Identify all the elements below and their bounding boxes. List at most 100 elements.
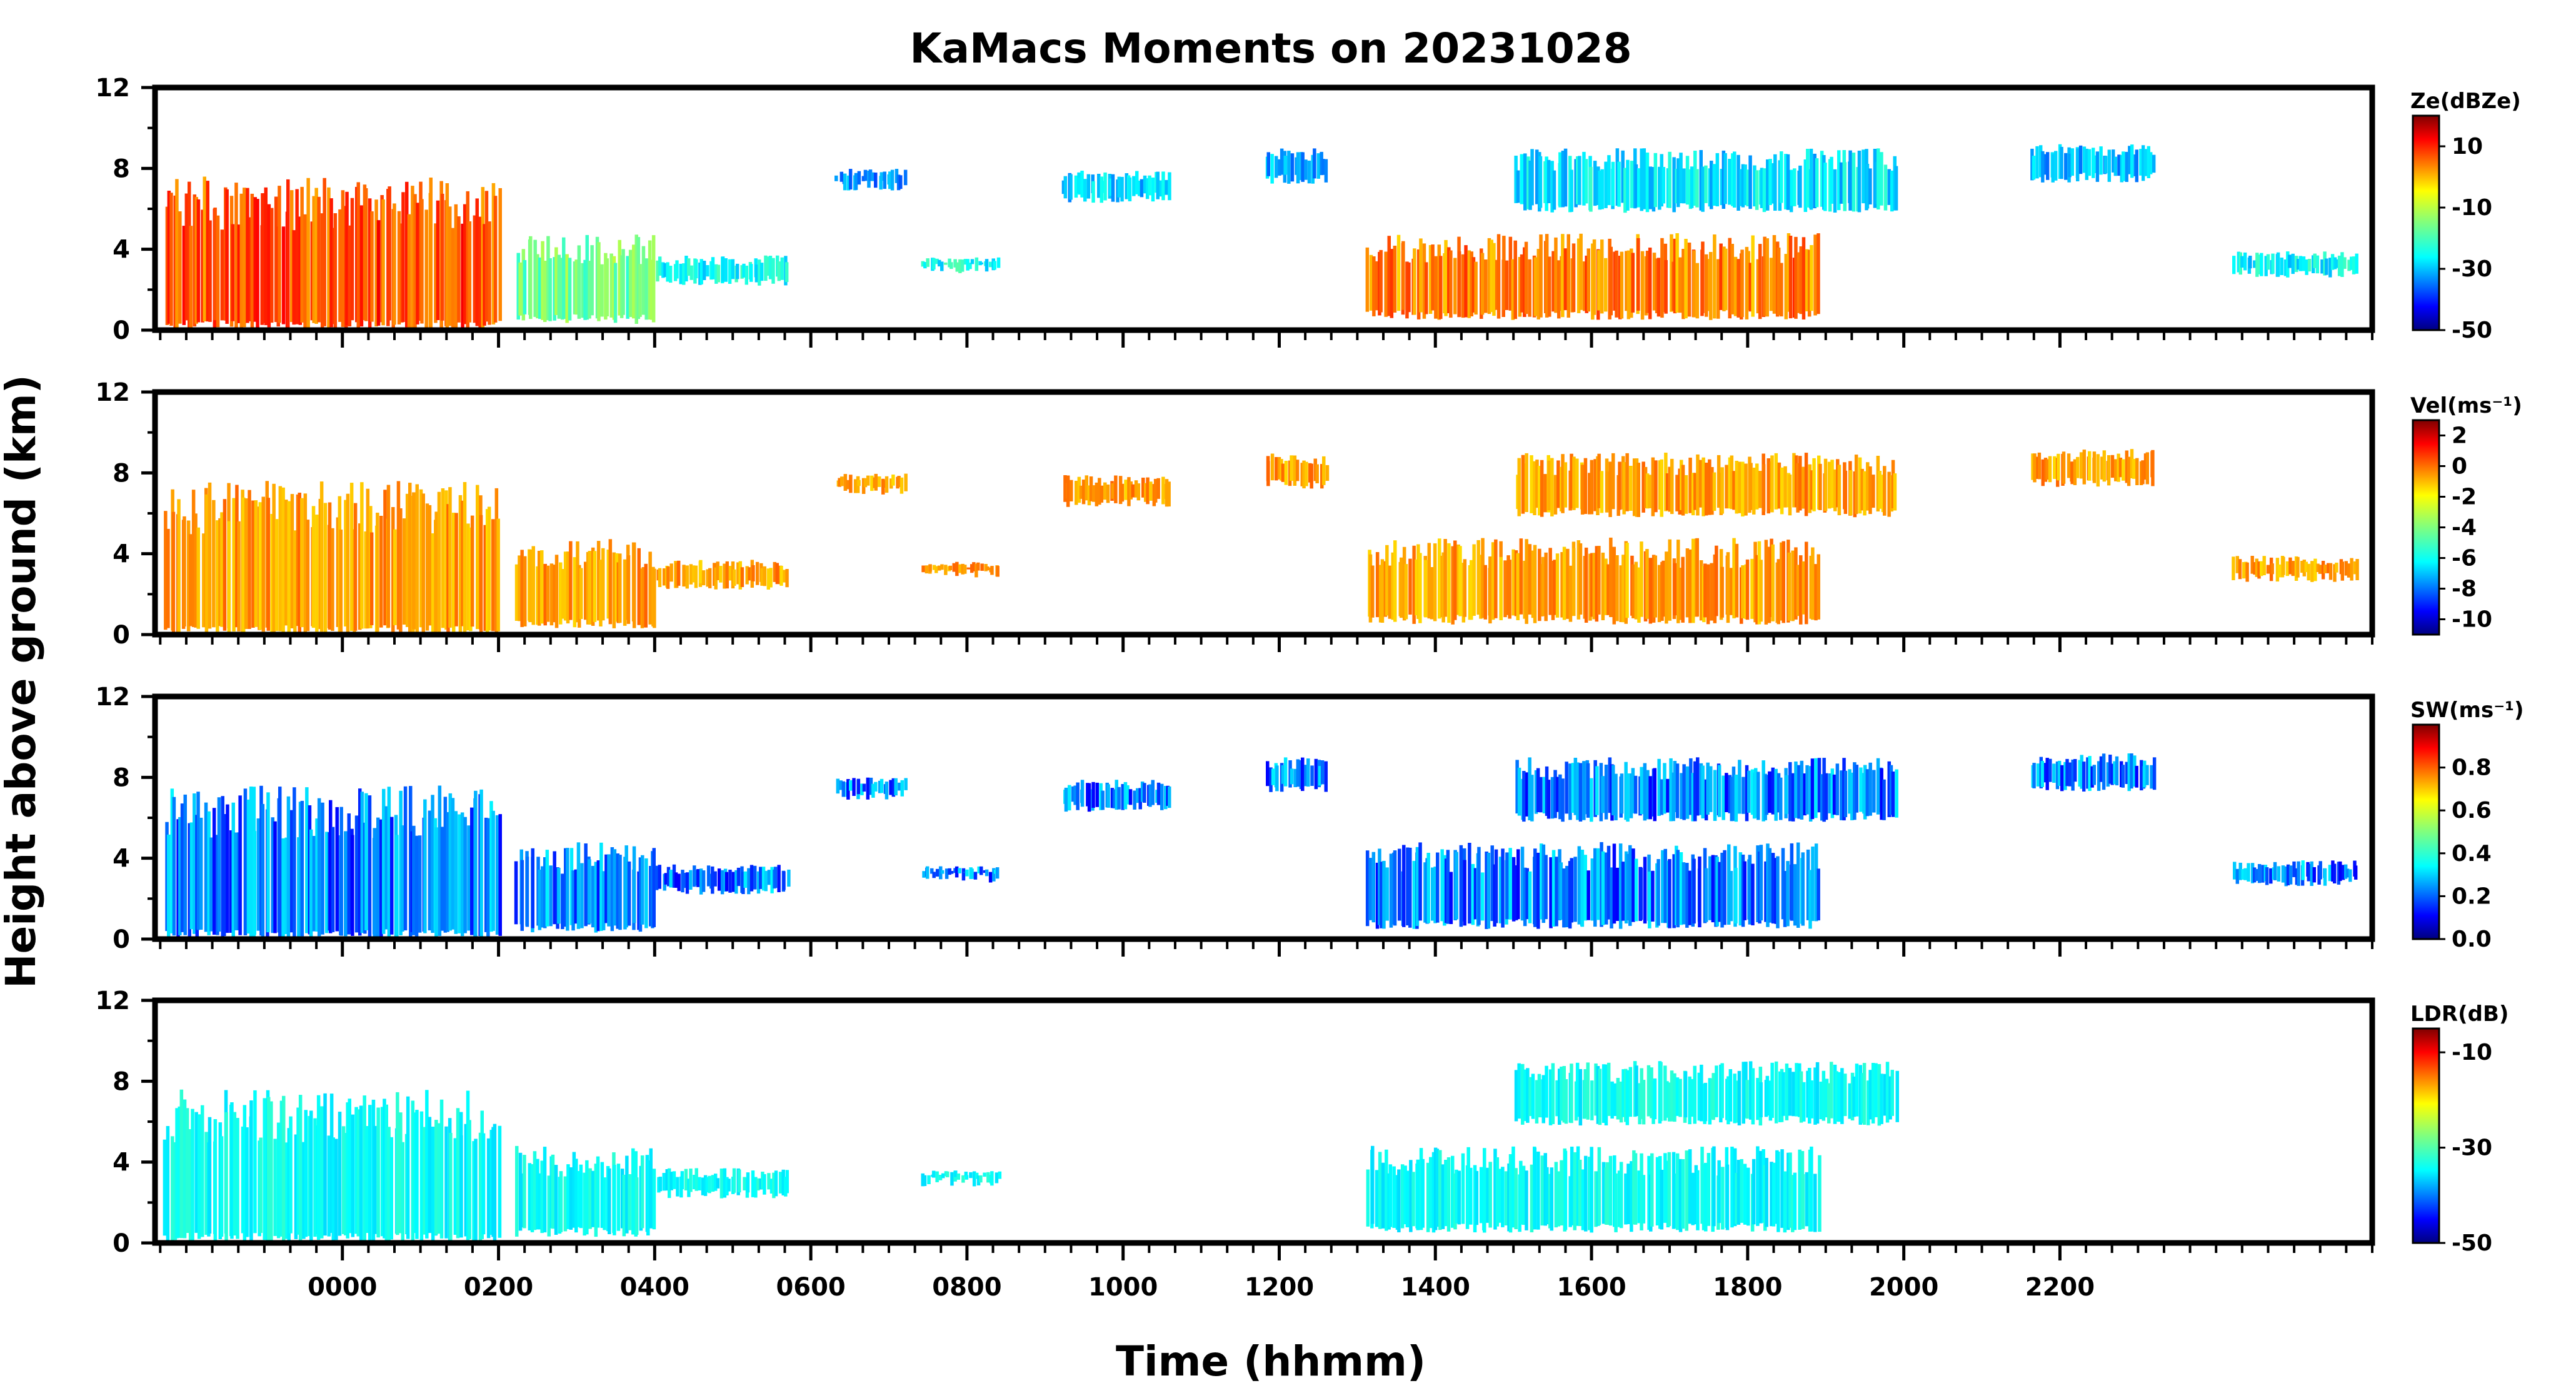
y-tick-label: 4 [113, 845, 130, 873]
echo-column [2348, 869, 2352, 882]
echo-column [329, 198, 333, 328]
echo-column [533, 239, 537, 317]
echo-column [1720, 1063, 1724, 1119]
echo-column [171, 511, 176, 633]
echo-column [233, 1112, 237, 1236]
echo-column [1402, 546, 1406, 621]
echo-column [1777, 462, 1782, 509]
echo-column [1837, 1072, 1841, 1122]
echo-column [1675, 475, 1679, 511]
echo-column [1530, 1164, 1534, 1232]
echo-column [1310, 765, 1314, 786]
echo-column [1690, 166, 1694, 208]
echo-column [569, 541, 573, 620]
echo-column [1558, 774, 1562, 820]
echo-column [2307, 864, 2310, 882]
echo-column [485, 509, 489, 632]
echo-column [1548, 1069, 1553, 1125]
echo-column [1404, 564, 1408, 620]
echo-column [1528, 757, 1531, 820]
echo-column [604, 854, 608, 923]
echo-column [666, 566, 670, 589]
echo-column [514, 564, 519, 621]
echo-column [1855, 765, 1859, 813]
echo-column [1387, 236, 1391, 316]
echo-column [1100, 485, 1104, 503]
echo-column [988, 872, 993, 883]
echo-column [1477, 847, 1481, 925]
echo-column [1390, 249, 1394, 318]
echo-column [1416, 544, 1420, 619]
echo-column [1822, 1070, 1826, 1121]
echo-column [1283, 156, 1288, 175]
echo-column [684, 1169, 688, 1190]
echo-column [1484, 259, 1488, 313]
echo-column [1071, 786, 1075, 802]
echo-column [1416, 249, 1421, 319]
echo-column [2073, 459, 2077, 485]
echo-column [1572, 548, 1576, 616]
echo-column [1396, 234, 1401, 311]
echo-column [973, 872, 978, 880]
echo-column [883, 480, 887, 488]
echo-column [1645, 473, 1650, 509]
echo-column [1447, 543, 1451, 623]
echo-column [2152, 757, 2157, 790]
echo-column [336, 517, 340, 627]
echo-column [566, 848, 569, 931]
echo-column [1806, 149, 1810, 208]
echo-column [2092, 148, 2095, 178]
echo-column [669, 563, 673, 582]
colorbar [2412, 114, 2440, 331]
echo-column [2285, 561, 2290, 576]
echo-column [2048, 456, 2052, 483]
echo-column [1151, 780, 1155, 805]
echo-column [285, 1142, 289, 1239]
echo-column [2277, 866, 2280, 882]
echo-column [463, 817, 467, 933]
echo-column [2238, 559, 2242, 580]
echo-column [1470, 251, 1473, 316]
echo-column [1566, 548, 1570, 619]
echo-column [756, 871, 761, 894]
echo-column [1808, 464, 1812, 513]
echo-column [360, 482, 364, 629]
echo-column [1525, 772, 1529, 817]
echo-column [950, 1172, 954, 1186]
echo-column [785, 569, 789, 588]
echo-column [1802, 561, 1805, 615]
echo-column [2280, 258, 2283, 275]
echo-column [1843, 162, 1847, 211]
echo-column [2354, 865, 2358, 880]
echo-column [179, 1089, 184, 1239]
echo-column [1794, 236, 1798, 319]
echo-column [315, 818, 319, 932]
echo-column [2114, 459, 2118, 481]
echo-column [1538, 466, 1541, 516]
echo-column [1743, 164, 1747, 206]
echo-column [1600, 239, 1604, 314]
echo-column [1785, 1064, 1789, 1120]
echo-column [1314, 758, 1318, 790]
echo-column [1805, 541, 1808, 625]
echo-column [1670, 1070, 1674, 1122]
echo-column [1544, 855, 1548, 920]
echo-column [1562, 1066, 1566, 1123]
echo-column [1824, 773, 1828, 820]
echo-column [177, 499, 181, 633]
echo-column [1780, 542, 1783, 621]
echo-column [1661, 850, 1665, 923]
echo-column [854, 173, 858, 190]
echo-column [334, 1139, 338, 1240]
echo-column [2323, 251, 2327, 276]
echo-column [2099, 756, 2103, 782]
echo-column [1070, 480, 1073, 501]
echo-column [1533, 848, 1537, 927]
echo-column [1697, 1072, 1701, 1121]
echo-column [2296, 556, 2300, 578]
echo-column [1803, 159, 1808, 212]
echo-column [885, 476, 889, 493]
echo-column [1586, 870, 1590, 920]
echo-column [880, 172, 883, 181]
echo-column [1756, 1078, 1760, 1120]
